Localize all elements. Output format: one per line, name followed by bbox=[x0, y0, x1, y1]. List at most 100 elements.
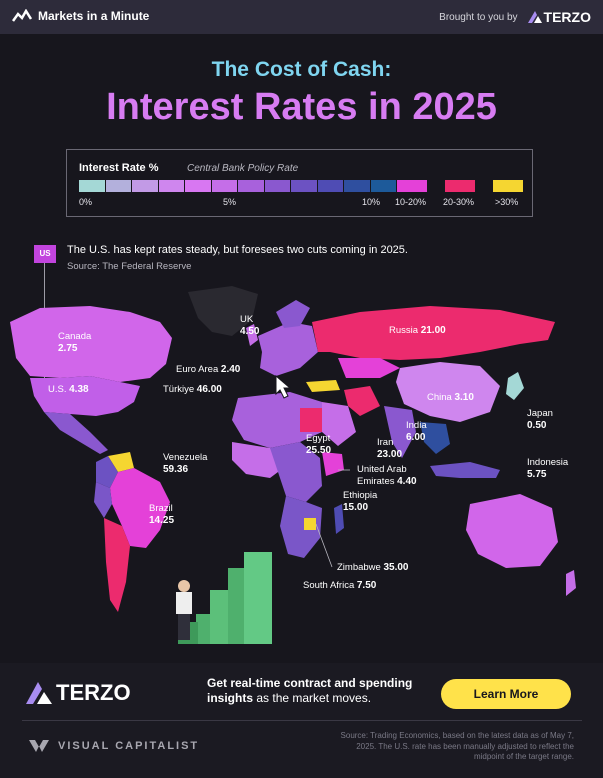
world-map bbox=[10, 286, 576, 644]
legend-tick-10: 10% bbox=[362, 197, 381, 207]
label-india-rate: 6.00 bbox=[406, 432, 426, 443]
label-uk-rate: 4.50 bbox=[240, 326, 260, 337]
label-india-name: India bbox=[406, 420, 427, 431]
label-uae-name-1: United Arab bbox=[357, 464, 407, 475]
legend-tick-5: 5% bbox=[223, 197, 237, 207]
label-us-name: U.S. bbox=[48, 384, 67, 395]
label-canada-name: Canada bbox=[58, 331, 92, 342]
visual-capitalist-logo[interactable]: VISUAL CAPITALIST bbox=[28, 738, 199, 754]
terzo-label: TERZO bbox=[543, 9, 591, 25]
legend-swatch bbox=[291, 180, 318, 192]
turkiye-shape bbox=[306, 380, 340, 392]
central-africa-shape bbox=[270, 442, 322, 502]
label-venezuela: Venezuela 59.36 bbox=[163, 452, 207, 476]
north-africa-shape bbox=[232, 392, 322, 448]
legend-swatch-over-30 bbox=[493, 180, 523, 192]
label-japan: Japan 0.50 bbox=[527, 408, 553, 432]
label-india: India 6.00 bbox=[406, 420, 427, 444]
label-us-rate: 4.38 bbox=[69, 384, 89, 395]
label-egypt: Egypt 25.50 bbox=[306, 433, 331, 457]
label-south-africa-rate: 7.50 bbox=[356, 580, 377, 591]
label-uae-name-2: Emirates bbox=[357, 476, 395, 487]
label-ethiopia-rate: 15.00 bbox=[343, 502, 369, 513]
legend-swatch bbox=[238, 180, 265, 192]
madagascar-shape bbox=[334, 504, 344, 534]
terzo-footer-logo[interactable]: TERZO bbox=[26, 680, 131, 706]
legend-label-10-20: 10-20% bbox=[395, 197, 427, 207]
japan-shape bbox=[506, 372, 524, 400]
label-russia-rate: 21.00 bbox=[420, 325, 446, 336]
publisher-label: VISUAL CAPITALIST bbox=[58, 740, 200, 752]
terzo-logo[interactable]: TERZO bbox=[527, 9, 591, 25]
label-canada-rate: 2.75 bbox=[58, 343, 78, 354]
label-brazil-name: Brazil bbox=[149, 503, 173, 514]
sponsor-text: Brought to you by bbox=[439, 11, 518, 23]
label-turkiye-rate: 46.00 bbox=[196, 384, 222, 395]
legend-swatch bbox=[132, 180, 159, 192]
label-indonesia-rate: 5.75 bbox=[527, 469, 547, 480]
label-russia: Russia 21.00 bbox=[389, 325, 446, 337]
colombia-shape bbox=[96, 456, 118, 488]
us-note-tag: US bbox=[34, 245, 56, 263]
label-uk-name: UK bbox=[240, 314, 254, 325]
label-us: U.S. 4.38 bbox=[48, 384, 89, 396]
label-canada: Canada 2.75 bbox=[58, 331, 91, 355]
label-iran-name: Iran bbox=[377, 437, 394, 448]
legend-swatch bbox=[370, 180, 397, 192]
label-uae-rate: 4.40 bbox=[397, 476, 417, 487]
label-south-africa-name: South Africa bbox=[303, 580, 355, 591]
legend-swatch bbox=[264, 180, 291, 192]
label-brazil-rate: 14.25 bbox=[149, 515, 175, 526]
legend-swatch bbox=[185, 180, 212, 192]
iran-shape bbox=[344, 386, 380, 416]
cta-line-2: insights as the market moves. bbox=[207, 691, 447, 706]
markets-in-a-minute-brand[interactable]: Markets in a Minute bbox=[12, 9, 149, 23]
uk-shape bbox=[246, 324, 258, 346]
us-note-source: Source: The Federal Reserve bbox=[67, 261, 192, 272]
label-south-africa: South Africa 7.50 bbox=[303, 580, 376, 592]
hand-cursor-icon bbox=[275, 374, 292, 399]
legend-swatch bbox=[79, 180, 106, 192]
label-turkiye: Türkiye 46.00 bbox=[163, 384, 222, 396]
learn-more-button[interactable]: Learn More bbox=[441, 679, 571, 709]
visual-capitalist-icon bbox=[29, 740, 49, 752]
zimbabwe-shape bbox=[304, 518, 316, 530]
canada-shape bbox=[10, 306, 172, 382]
label-euro-name: Euro Area bbox=[176, 364, 219, 375]
label-euro-area: Euro Area 2.40 bbox=[176, 364, 240, 376]
label-china-name: China bbox=[427, 392, 452, 403]
label-turkiye-name: Türkiye bbox=[163, 384, 195, 395]
label-venezuela-name: Venezuela bbox=[163, 452, 208, 463]
legend: Interest Rate % Central Bank Policy Rate… bbox=[66, 149, 533, 217]
mexico-shape bbox=[44, 412, 108, 454]
label-zimbabwe: Zimbabwe 35.00 bbox=[337, 562, 409, 574]
legend-swatch bbox=[105, 180, 132, 192]
title-line-1: The Cost of Cash: bbox=[211, 58, 392, 81]
source-note: Source: Trading Economics, based on the … bbox=[340, 731, 574, 761]
label-euro-rate: 2.40 bbox=[220, 364, 241, 375]
label-japan-name: Japan bbox=[527, 408, 553, 419]
label-ethiopia: Ethiopia 15.00 bbox=[343, 490, 377, 514]
label-uae: United Arab Emirates 4.40 bbox=[357, 464, 417, 488]
europe-shape bbox=[258, 322, 318, 376]
label-brazil: Brazil 14.25 bbox=[149, 503, 174, 527]
legend-swatch bbox=[317, 180, 344, 192]
greenland-shape bbox=[188, 286, 258, 336]
scandinavia-shape bbox=[276, 300, 310, 328]
sponsor-block: Brought to you by TERZO bbox=[439, 9, 591, 25]
legend-label-20-30: 20-30% bbox=[443, 197, 475, 207]
legend-swatch bbox=[344, 180, 371, 192]
cash-stack-illustration bbox=[178, 552, 272, 644]
saudi-shape bbox=[322, 402, 356, 446]
us-note-text: The U.S. has kept rates steady, but fore… bbox=[67, 244, 408, 256]
label-iran: Iran 23.00 bbox=[377, 437, 402, 461]
footer-divider bbox=[22, 720, 582, 721]
brazil-shape bbox=[110, 468, 170, 548]
legend-swatch bbox=[211, 180, 238, 192]
label-indonesia: Indonesia 5.75 bbox=[527, 457, 568, 481]
cta-bold: insights bbox=[207, 691, 254, 705]
legend-label-over-30: >30% bbox=[495, 197, 519, 207]
china-shape bbox=[396, 362, 500, 422]
us-shape bbox=[30, 376, 140, 416]
terzo-footer-label: TERZO bbox=[56, 680, 131, 705]
